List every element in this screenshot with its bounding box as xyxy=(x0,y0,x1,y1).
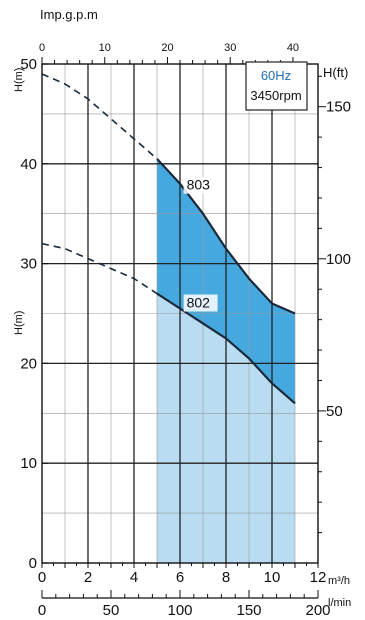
bottom-tick-label-m3h: 12 xyxy=(310,569,327,586)
bottom-tick-label-m3h: 0 xyxy=(38,569,46,586)
left-tick-label: 50 xyxy=(20,56,37,73)
bottom-tick-label-lmin: 0 xyxy=(38,602,46,619)
left-axis-title-mid: H(m) xyxy=(13,311,25,335)
speed-badge: 60Hz 3450rpm xyxy=(245,61,308,111)
right-axis-title: H(ft) xyxy=(323,65,348,80)
top-axis-title: Imp.g.p.m xyxy=(40,7,98,22)
curve-802-dashed xyxy=(41,242,158,295)
right-tick-label: 100 xyxy=(326,251,351,268)
left-tick-label: 40 xyxy=(20,156,37,173)
speed-badge-box xyxy=(245,61,308,111)
curve-802 xyxy=(156,292,296,405)
bottom-tick-label-m3h: 4 xyxy=(130,569,138,586)
curve-label-bg-802 xyxy=(183,294,218,312)
top-tick-label: 20 xyxy=(161,42,173,54)
left-tick-label: 30 xyxy=(20,256,37,273)
bottom-tick-label-m3h: 6 xyxy=(176,569,184,586)
bottom-tick-label-lmin: 200 xyxy=(305,602,330,619)
left-axis-title-top: H(m) xyxy=(13,68,25,92)
speed-badge-rpm: 3450rpm xyxy=(250,88,301,103)
top-tick-label: 0 xyxy=(39,42,45,54)
right-tick-label: 150 xyxy=(326,99,351,116)
left-tick-label: 0 xyxy=(29,555,37,572)
bottom-axis-unit-m3h: m³/h xyxy=(328,575,350,587)
chart-grid xyxy=(42,64,318,563)
curve-803 xyxy=(156,158,296,315)
right-tick-label: 50 xyxy=(326,403,343,420)
bottom-tick-label-lmin: 50 xyxy=(103,602,120,619)
left-tick-label: 20 xyxy=(20,355,37,372)
bottom-tick-label-m3h: 8 xyxy=(222,569,230,586)
bottom-tick-label-m3h: 2 xyxy=(84,569,92,586)
bottom-tick-label-m3h: 10 xyxy=(264,569,281,586)
curve-label-802: 802 xyxy=(187,295,211,311)
left-tick-label: 10 xyxy=(20,455,37,472)
curve-803-dashed xyxy=(41,73,158,160)
curve-label-803: 803 xyxy=(187,177,211,193)
speed-badge-frequency: 60Hz xyxy=(261,68,291,83)
pump-curves: 803 802 xyxy=(41,73,296,405)
curve-label-bg-803 xyxy=(183,176,218,194)
bottom-axis-unit-lmin: l/min xyxy=(328,597,351,609)
top-tick-label: 40 xyxy=(287,42,299,54)
top-tick-label: 10 xyxy=(99,42,111,54)
bottom-tick-label-lmin: 100 xyxy=(167,602,192,619)
top-tick-label: 30 xyxy=(224,42,236,54)
bottom-tick-label-lmin: 150 xyxy=(236,602,261,619)
